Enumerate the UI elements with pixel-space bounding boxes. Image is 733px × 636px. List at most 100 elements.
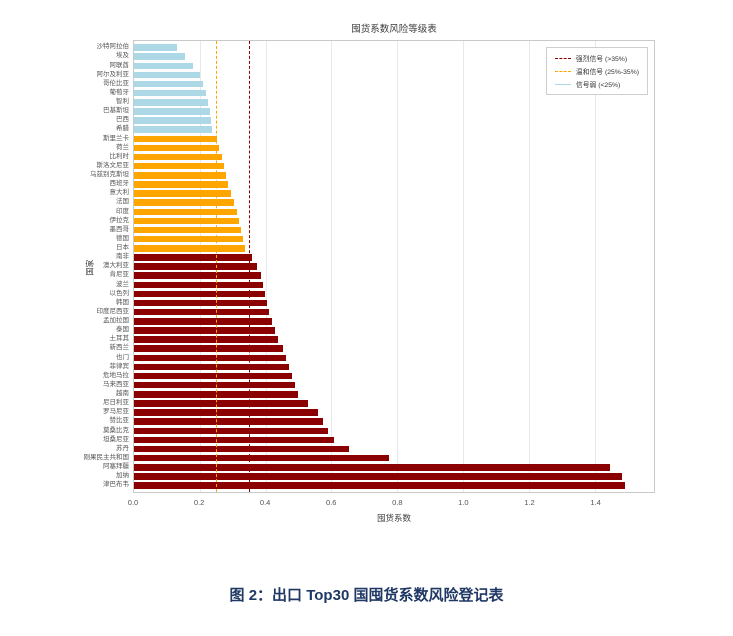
- y-tick-label: 比利时: [109, 152, 130, 160]
- bar-row: 马来西亚: [103, 381, 654, 390]
- bar-row: 澳大利亚: [103, 262, 654, 271]
- y-tick-label: 澳大利亚: [103, 262, 129, 270]
- x-tick-label: 1.2: [524, 498, 535, 507]
- bar-row: 孟加拉国: [103, 317, 654, 326]
- y-tick-label: 智利: [116, 98, 129, 106]
- bar-row: 西班牙: [110, 180, 654, 189]
- bar-row: 荷兰: [116, 143, 654, 152]
- gridline: [397, 41, 399, 492]
- gridline: [265, 41, 267, 492]
- y-tick-label: 莫桑比克: [103, 426, 129, 434]
- legend-label: 强烈信号 (>35%): [575, 56, 628, 63]
- y-tick-label: 孟加拉国: [103, 317, 129, 325]
- y-tick-label: 印度尼西亚: [96, 307, 130, 315]
- legend: 强烈信号 (>35%) 温和信号 (25%-35%) 信号弱 (<25%): [545, 47, 648, 95]
- bar-strong: [134, 263, 257, 270]
- threshold-line: [216, 41, 218, 492]
- y-tick-label: 墨西哥: [109, 225, 130, 233]
- bar-row: 南非: [116, 253, 654, 262]
- x-tick-label: 0.0: [127, 498, 139, 507]
- bar-row: 尼日利亚: [103, 399, 654, 408]
- legend-item: 强烈信号 (>35%): [554, 53, 639, 63]
- bar-row: 波兰: [116, 280, 654, 289]
- bar-row: 印度: [116, 207, 654, 216]
- y-tick-label: 巴基斯坦: [103, 107, 129, 115]
- bar-row: 阿联酋: [110, 61, 654, 70]
- bar-weak: [134, 99, 208, 106]
- x-tick-label: 0.4: [259, 498, 271, 507]
- bar-moderate: [134, 245, 245, 252]
- bar-strong: [134, 290, 265, 298]
- y-tick-label: 津巴布韦: [103, 481, 129, 489]
- bar-weak: [134, 44, 177, 51]
- bar-strong: [134, 372, 292, 380]
- bar-row: 坦桑尼亚: [103, 435, 654, 444]
- y-tick-label: 土耳其: [109, 335, 130, 343]
- bar-row: 津巴布韦: [103, 481, 654, 490]
- bar-row: 莫桑比克: [103, 426, 654, 435]
- bar-weak: [134, 126, 212, 133]
- bar-row: 智利: [116, 98, 654, 107]
- bar-strong: [134, 363, 289, 371]
- y-tick-label: 阿塞拜疆: [103, 463, 129, 471]
- bar-row: 肯尼亚: [110, 271, 654, 280]
- bar-row: 苏丹: [116, 445, 654, 454]
- bar-row: 阿塞拜疆: [103, 463, 654, 472]
- y-tick-label: 赞比亚: [109, 417, 130, 425]
- y-tick-label: 斯里兰卡: [103, 134, 129, 142]
- bar-row: 希腊: [116, 125, 654, 134]
- gridline: [594, 41, 596, 492]
- y-tick-label: 荷兰: [116, 143, 129, 151]
- bar-row: 越南: [116, 390, 654, 399]
- bar-row: 沙特阿拉伯: [97, 43, 654, 52]
- bar-strong: [134, 418, 323, 425]
- legend-item: 信号弱 (<25%): [554, 79, 639, 89]
- y-tick-label: 刚果民主共和国: [83, 453, 130, 461]
- bar-strong: [134, 299, 267, 307]
- y-tick-label: 斯洛文尼亚: [96, 161, 130, 169]
- y-tick-label: 越南: [116, 390, 129, 398]
- bar-weak: [134, 89, 206, 97]
- y-tick-label: 马来西亚: [103, 380, 129, 388]
- legend-line-sample: [554, 70, 571, 72]
- y-tick-label: 尼日利亚: [103, 399, 129, 407]
- bar-moderate: [134, 226, 241, 234]
- y-tick-label: 波兰: [116, 280, 129, 288]
- bar-rows: 沙特阿拉伯 埃及 阿联酋 阿尔及利亚 哥伦比亚 葡萄牙 智利 巴基斯坦 巴西 希腊 斯里兰卡 荷兰 比利…: [84, 41, 654, 492]
- bar-moderate: [134, 181, 228, 188]
- bar-row: 赞比亚: [110, 417, 654, 426]
- bar-strong: [134, 354, 286, 362]
- bar-row: 乌兹别克斯坦: [90, 171, 654, 180]
- bar-strong: [134, 318, 272, 325]
- y-tick-label: 阿尔及利亚: [96, 70, 130, 78]
- y-tick-label: 罗马尼亚: [103, 408, 129, 416]
- bar-row: 墨西哥: [110, 226, 654, 235]
- bar-row: 刚果民主共和国: [84, 454, 654, 463]
- bar-weak: [134, 62, 194, 70]
- bar-row: 印度尼西亚: [97, 308, 654, 317]
- bar-row: 意大利: [110, 189, 654, 198]
- y-tick-label: 韩国: [116, 298, 129, 306]
- bar-weak: [134, 80, 204, 88]
- bar-row: 伊拉克: [110, 216, 654, 225]
- gridline: [528, 41, 530, 492]
- bar-row: 德国: [116, 235, 654, 244]
- bar-strong: [134, 391, 298, 398]
- bar-strong: [134, 345, 283, 352]
- y-tick-label: 以色列: [109, 289, 130, 297]
- bar-row: 以色列: [110, 289, 654, 298]
- y-tick-label: 巴西: [116, 116, 129, 124]
- y-tick-label: 法国: [116, 198, 129, 206]
- y-tick-label: 新西兰: [109, 344, 130, 352]
- threshold-line: [249, 41, 251, 492]
- y-tick-label: 苏丹: [116, 444, 129, 452]
- bar-moderate: [134, 172, 226, 179]
- bar-row: 葡萄牙: [110, 89, 654, 98]
- bar-weak: [134, 53, 185, 60]
- bar-moderate: [134, 208, 237, 216]
- bar-row: 日本: [116, 244, 654, 253]
- figure-caption: 图 2：出口 Top30 国囤货系数风险登记表: [229, 587, 504, 604]
- bar-row: 危地马拉: [103, 372, 654, 381]
- bar-moderate: [134, 162, 224, 170]
- y-tick-label: 菲律宾: [109, 362, 130, 370]
